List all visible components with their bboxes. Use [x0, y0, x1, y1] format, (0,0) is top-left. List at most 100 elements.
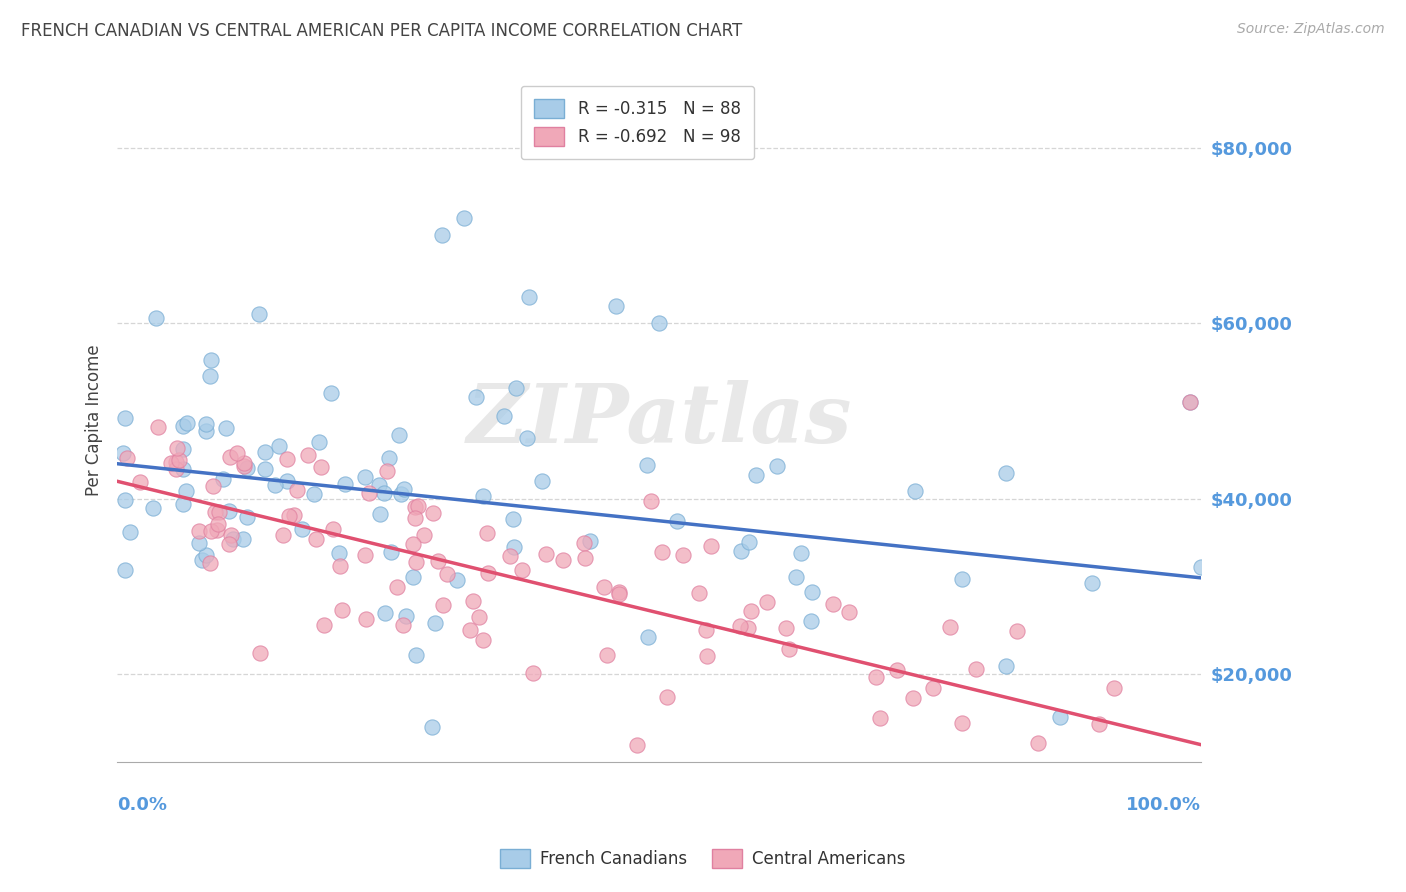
Point [952, 572, 974, 586]
Point [1178, 395, 1201, 409]
Point [994, 466, 1017, 480]
Point [609, 585, 631, 599]
Point [208, 505, 231, 519]
Point [283, 508, 305, 523]
Point [118, 525, 141, 540]
Point [404, 510, 426, 524]
Point [1005, 624, 1028, 638]
Point [574, 536, 596, 550]
Point [737, 621, 759, 635]
Point [436, 566, 458, 581]
Point [146, 419, 169, 434]
Point [356, 612, 378, 626]
Point [374, 606, 396, 620]
Point [309, 459, 332, 474]
Point [377, 464, 399, 478]
Text: Source: ZipAtlas.com: Source: ZipAtlas.com [1237, 22, 1385, 37]
Point [276, 451, 298, 466]
Point [235, 510, 257, 524]
Point [249, 646, 271, 660]
Point [838, 605, 860, 619]
Point [176, 416, 198, 430]
Point [408, 499, 430, 513]
Point [952, 715, 974, 730]
Point [869, 711, 891, 725]
Point [172, 498, 194, 512]
Point [267, 439, 290, 453]
Point [172, 418, 194, 433]
Point [200, 353, 222, 368]
Point [505, 381, 527, 395]
Point [380, 545, 402, 559]
Point [655, 690, 678, 704]
Point [204, 505, 226, 519]
Point [740, 604, 762, 618]
Point [391, 618, 413, 632]
Point [402, 537, 425, 551]
Point [730, 544, 752, 558]
Point [188, 536, 211, 550]
Point [688, 586, 710, 600]
Point [800, 614, 823, 628]
Point [903, 691, 925, 706]
Point [886, 663, 908, 677]
Point [388, 427, 411, 442]
Point [165, 455, 187, 469]
Text: 100.0%: 100.0% [1126, 797, 1201, 814]
Point [651, 545, 673, 559]
Point [308, 434, 330, 449]
Y-axis label: Per Capita Income: Per Capita Income [86, 344, 103, 496]
Point [200, 556, 222, 570]
Point [198, 368, 221, 383]
Point [605, 299, 627, 313]
Point [254, 462, 277, 476]
Point [114, 563, 136, 577]
Point [471, 633, 494, 648]
Point [745, 468, 768, 483]
Point [534, 547, 557, 561]
Point [1189, 560, 1212, 574]
Point [212, 472, 235, 486]
Point [790, 545, 813, 559]
Point [271, 528, 294, 542]
Point [378, 450, 401, 465]
Point [385, 580, 408, 594]
Point [938, 620, 960, 634]
Point [394, 482, 416, 496]
Point [636, 458, 658, 472]
Point [329, 559, 352, 574]
Point [1081, 575, 1104, 590]
Point [800, 584, 823, 599]
Point [128, 475, 150, 490]
Point [865, 670, 887, 684]
Point [233, 456, 256, 470]
Point [530, 474, 553, 488]
Point [765, 459, 787, 474]
Point [235, 461, 257, 475]
Point [205, 524, 228, 538]
Point [172, 442, 194, 456]
Point [1102, 681, 1125, 695]
Point [475, 525, 498, 540]
Point [446, 573, 468, 587]
Point [672, 548, 695, 562]
Point [510, 563, 533, 577]
Point [405, 555, 427, 569]
Point [778, 642, 800, 657]
Point [423, 616, 446, 631]
Point [174, 484, 197, 499]
Point [640, 493, 662, 508]
Point [117, 451, 139, 466]
Point [160, 456, 183, 470]
Point [215, 421, 238, 435]
Point [222, 532, 245, 546]
Point [330, 603, 353, 617]
Point [226, 446, 249, 460]
Legend: French Canadians, Central Americans: French Canadians, Central Americans [494, 842, 912, 875]
Point [314, 618, 336, 632]
Point [700, 539, 723, 553]
Point [465, 390, 488, 404]
Point [114, 492, 136, 507]
Point [666, 515, 689, 529]
Point [389, 487, 412, 501]
